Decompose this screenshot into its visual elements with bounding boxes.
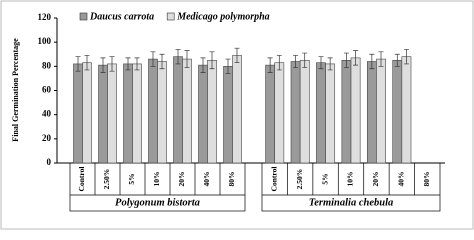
x-tick-label: 40% xyxy=(202,172,211,187)
x-tick-label: Control xyxy=(77,167,86,192)
error-bar xyxy=(369,53,375,70)
bar xyxy=(223,66,233,164)
y-tick-label: 40 xyxy=(42,109,52,119)
error-bar xyxy=(293,55,299,68)
y-tick-label: 120 xyxy=(38,12,52,22)
bar xyxy=(265,64,276,164)
x-tick-label: 10% xyxy=(152,172,161,187)
error-bar xyxy=(75,56,81,72)
y-tick-label: 20 xyxy=(42,133,52,143)
x-tick-label: 10% xyxy=(346,172,355,187)
error-bar xyxy=(150,51,156,67)
bar xyxy=(173,56,183,164)
bar xyxy=(376,58,386,164)
error-bar xyxy=(343,52,349,68)
error-bar xyxy=(276,55,282,71)
error-bar xyxy=(353,50,359,66)
error-bar xyxy=(200,57,206,73)
bar xyxy=(198,64,208,164)
x-tick-label: 80% xyxy=(227,172,236,187)
bar xyxy=(366,61,377,164)
error-bar xyxy=(175,49,181,65)
error-bar xyxy=(184,50,190,68)
y-tick-label: 80 xyxy=(42,60,52,70)
legend-swatch xyxy=(166,12,175,21)
bar xyxy=(299,59,310,164)
error-bar xyxy=(209,51,215,70)
bar xyxy=(132,63,142,164)
error-bar xyxy=(100,57,106,73)
x-tick-label: 5% xyxy=(127,173,136,184)
bar xyxy=(350,57,361,164)
group-label: Polygonum bistorta xyxy=(115,197,200,208)
error-bar xyxy=(159,53,165,70)
error-bar xyxy=(394,53,400,67)
bar xyxy=(123,63,133,164)
error-bar xyxy=(318,56,324,70)
bar xyxy=(316,62,326,164)
bar xyxy=(207,59,217,164)
bar xyxy=(290,61,301,164)
error-bar xyxy=(134,57,140,71)
x-tick-label: 2.50% xyxy=(102,169,111,190)
error-bar xyxy=(234,47,240,64)
error-bar xyxy=(403,49,409,65)
bar xyxy=(107,63,117,164)
x-tick-label: 80% xyxy=(422,172,431,187)
x-tick-label: 5% xyxy=(320,173,329,184)
bar xyxy=(232,55,242,164)
error-bar xyxy=(267,57,273,73)
error-bar xyxy=(225,58,231,74)
bar xyxy=(401,56,412,164)
bar xyxy=(341,59,352,164)
legend-swatch xyxy=(79,12,88,21)
error-bar xyxy=(84,55,90,71)
y-axis-label: Final Germination Percentage xyxy=(11,38,20,142)
y-tick-label: 0 xyxy=(47,157,52,167)
bar xyxy=(82,62,92,164)
error-bar xyxy=(109,56,115,72)
y-tick-label: 100 xyxy=(38,36,52,46)
x-tick-label: 20% xyxy=(371,172,380,187)
legend-label: Medicago polymorpha xyxy=(176,11,270,22)
group-label: Terminalia chebula xyxy=(309,197,394,208)
x-tick-label: 40% xyxy=(397,172,406,187)
bar xyxy=(274,62,285,164)
error-bar xyxy=(327,57,333,71)
error-bar xyxy=(378,51,384,67)
bar xyxy=(325,63,336,164)
bar xyxy=(157,61,167,164)
error-bar xyxy=(302,52,308,68)
x-tick-label: 2.50% xyxy=(295,169,304,190)
bar xyxy=(73,63,83,164)
error-bar xyxy=(125,57,131,71)
x-tick-label: 20% xyxy=(177,172,186,187)
bar xyxy=(148,58,158,164)
chart: Final Germination Percentage 0 20 40 60 80 10… xyxy=(0,0,474,230)
bar xyxy=(98,64,108,164)
frame xyxy=(0,0,474,230)
bar xyxy=(182,58,192,164)
legend-label: Daucus carrota xyxy=(89,11,154,22)
x-tick-label: Control xyxy=(269,167,278,192)
bar xyxy=(392,59,403,164)
y-tick-label: 60 xyxy=(42,85,52,95)
